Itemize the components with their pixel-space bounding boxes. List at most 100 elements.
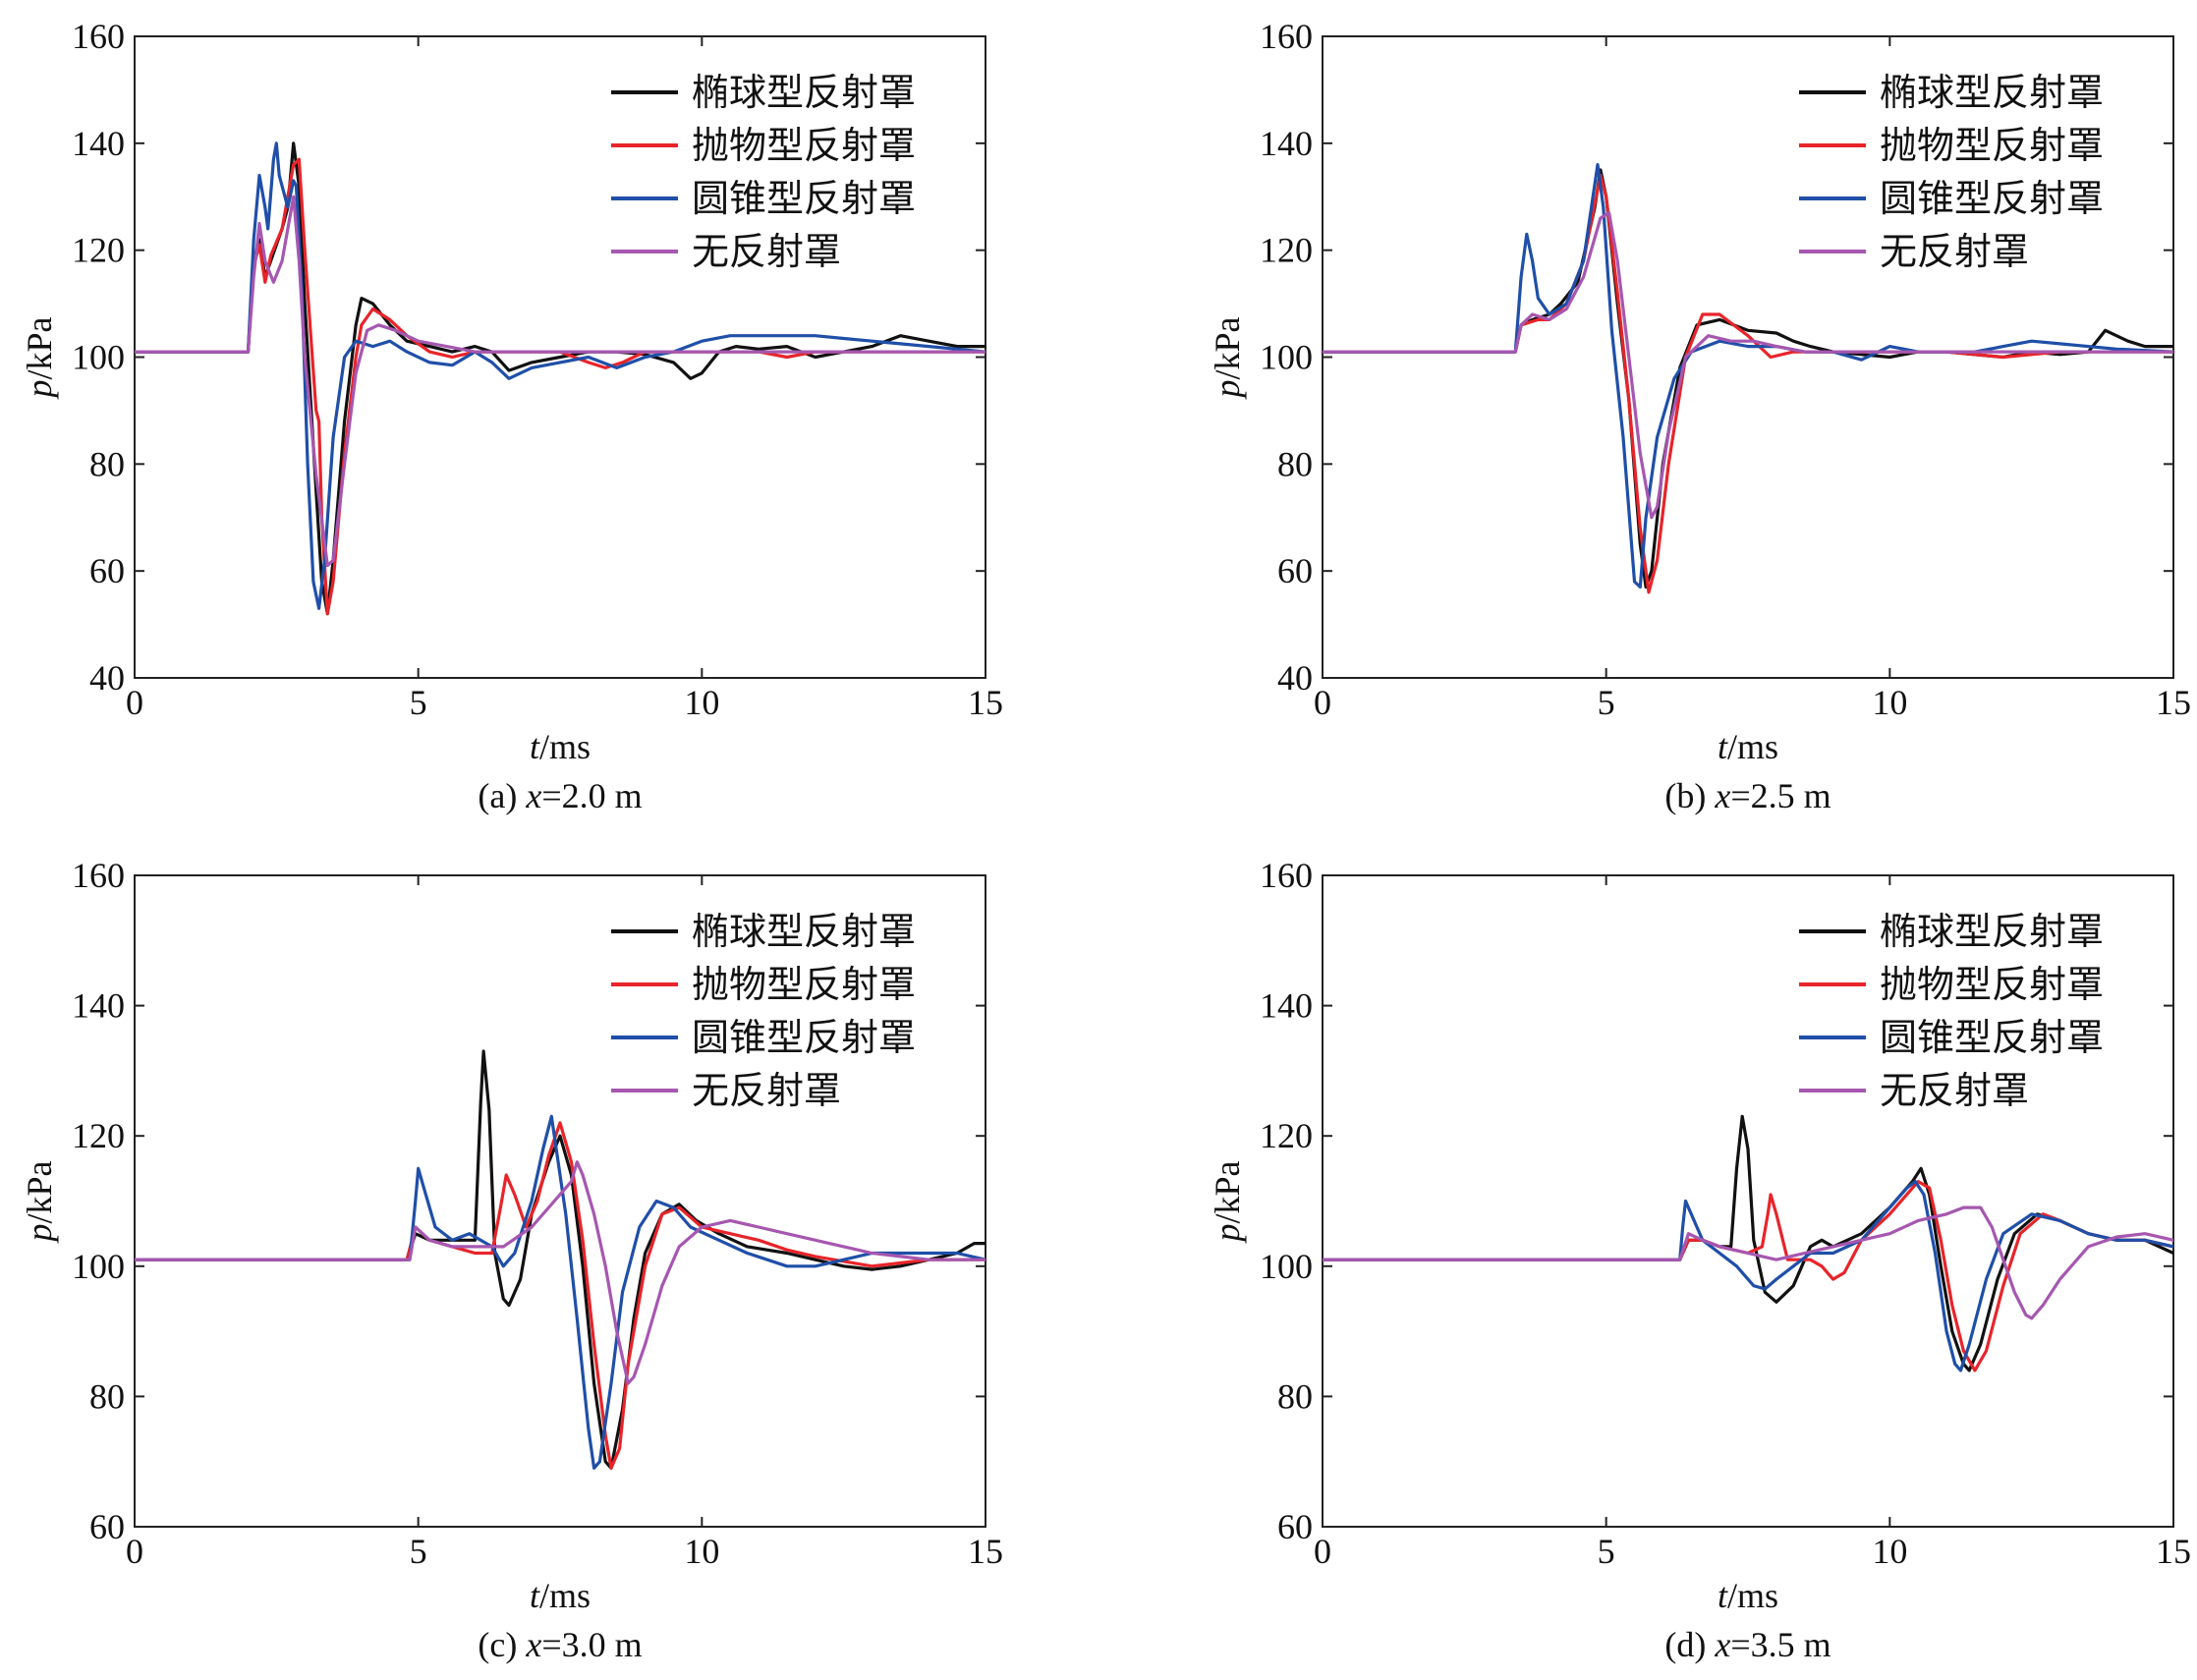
chart-a-series-line-3 — [135, 141, 986, 610]
chart-d-x-axis-unit: /ms — [1727, 1576, 1778, 1615]
chart-b-x-tick-label: 5 — [1598, 683, 1615, 722]
chart-d-plot-frame — [1322, 874, 2174, 1528]
chart-b-x-tick-label: 0 — [1314, 683, 1331, 722]
chart-b-x-tick-label: 15 — [2156, 683, 2191, 722]
chart-a-x-tick-label: 5 — [410, 683, 427, 722]
chart-d-x-tick-label: 10 — [1872, 1532, 1907, 1571]
chart-b-y-tick-label: 100 — [1260, 338, 1313, 377]
chart-c-x-axis-label: t/ms — [530, 1576, 591, 1615]
chart-a-y-tick-label: 140 — [72, 124, 125, 163]
chart-d-y-tick-label: 60 — [1277, 1507, 1313, 1546]
chart-d-series-group — [1323, 1114, 2173, 1372]
chart-c-series-line-1 — [135, 1049, 986, 1470]
chart-b-caption-prefix: (b) — [1664, 776, 1715, 815]
chart-c-legend-label-4: 无反射罩 — [692, 1069, 841, 1112]
chart-d-y-tick-label: 100 — [1260, 1247, 1313, 1286]
chart-c-caption-suffix: =3.0 m — [541, 1625, 642, 1664]
chart-c-y-tick-label: 140 — [72, 986, 125, 1026]
chart-b-legend-label-1: 椭球型反射罩 — [1880, 71, 2104, 114]
chart-a-y-axis-var: p — [20, 380, 59, 401]
chart-a-caption-prefix: (a) — [478, 776, 526, 815]
chart-a-legend-label-4: 无反射罩 — [692, 230, 841, 273]
chart-c-series-line-2 — [135, 1121, 986, 1470]
chart-b-caption-var: x — [1714, 776, 1730, 815]
chart-a-legend-label-1: 椭球型反射罩 — [692, 71, 916, 114]
chart-a-y-tick-label: 80 — [89, 444, 125, 483]
chart-c-series-group — [135, 1049, 986, 1470]
chart-c-series-line-3 — [135, 1114, 986, 1470]
chart-d-x-tick-label: 0 — [1314, 1532, 1331, 1571]
chart-a-y-tick-label: 40 — [89, 658, 125, 698]
chart-b-x-axis-unit: /ms — [1727, 727, 1778, 766]
chart-a-legend-label-3: 圆锥型反射罩 — [692, 177, 916, 220]
chart-c-x-tick-label: 10 — [684, 1532, 719, 1571]
chart-d-x-tick-label: 5 — [1598, 1532, 1615, 1571]
chart-b-caption: (b) x=2.5 m — [1664, 776, 1831, 815]
chart-a-x-axis-var: t — [530, 727, 540, 766]
chart-a-legend-label-2: 抛物型反射罩 — [692, 124, 916, 167]
chart-d-y-tick-label: 80 — [1277, 1376, 1313, 1416]
chart-d-series-line-4 — [1323, 1205, 2173, 1320]
chart-b-y-tick-label: 40 — [1277, 658, 1313, 698]
chart-c-x-axis-unit: /ms — [539, 1576, 591, 1615]
chart-b-series-line-1 — [1323, 168, 2173, 589]
chart-d-y-tick-label: 160 — [1260, 856, 1313, 895]
chart-c-y-axis-label: p/kPa — [20, 1160, 59, 1244]
chart-a-x-axis-label: t/ms — [530, 727, 591, 766]
chart-b-y-axis-label: p/kPa — [1208, 316, 1247, 400]
chart-c-x-tick-label: 0 — [126, 1532, 143, 1571]
chart-a-y-tick-label: 60 — [89, 551, 125, 590]
chart-c-plot-frame — [134, 874, 986, 1528]
chart-a-y-tick-label: 120 — [72, 231, 125, 270]
chart-c-legend-label-2: 抛物型反射罩 — [692, 963, 916, 1006]
chart-b-legend-label-2: 抛物型反射罩 — [1880, 124, 2104, 167]
chart-a-caption: (a) x=2.0 m — [478, 776, 642, 815]
chart-a-caption-var: x — [525, 776, 541, 815]
chart-d-y-axis-var: p — [1208, 1224, 1247, 1245]
chart-a-x-tick-label: 10 — [684, 683, 719, 722]
chart-d-caption-suffix: =3.5 m — [1730, 1625, 1831, 1664]
chart-d-caption-prefix: (d) — [1664, 1625, 1715, 1664]
chart-c-x-axis-var: t — [530, 1576, 540, 1615]
chart-a-x-tick-label: 15 — [968, 683, 1003, 722]
chart-a-series-line-4 — [135, 195, 986, 568]
chart-a-y-axis-unit: /kPa — [20, 316, 59, 379]
chart-c-series-line-4 — [135, 1160, 986, 1385]
chart-c-legend-label-1: 椭球型反射罩 — [692, 910, 916, 953]
chart-b-x-axis-var: t — [1718, 727, 1728, 766]
chart-b-y-tick-label: 80 — [1277, 444, 1313, 483]
chart-d-x-axis-var: t — [1718, 1576, 1728, 1615]
chart-d-x-axis-label: t/ms — [1718, 1576, 1778, 1615]
chart-b-x-tick-label: 10 — [1872, 683, 1907, 722]
chart-d-x-tick-label: 15 — [2156, 1532, 2191, 1571]
chart-a-x-axis-unit: /ms — [539, 727, 591, 766]
chart-a-y-tick-label: 100 — [72, 338, 125, 377]
chart-a-x-tick-label: 0 — [126, 683, 143, 722]
chart-d-y-tick-label: 120 — [1260, 1116, 1313, 1155]
chart-b-x-axis-label: t/ms — [1718, 727, 1778, 766]
chart-a-caption-suffix: =2.0 m — [541, 776, 642, 815]
chart-d-series-line-2 — [1323, 1180, 2173, 1372]
chart-d-caption-var: x — [1714, 1625, 1730, 1664]
chart-c-y-axis-var: p — [20, 1224, 59, 1245]
chart-c-y-tick-label: 60 — [89, 1507, 125, 1546]
chart-d-legend-label-4: 无反射罩 — [1880, 1069, 2029, 1112]
chart-b-legend-label-3: 圆锥型反射罩 — [1880, 177, 2104, 220]
chart-d-y-axis-unit: /kPa — [1208, 1160, 1247, 1223]
chart-b-y-axis-var: p — [1208, 380, 1247, 401]
chart-a-y-axis-label: p/kPa — [20, 316, 59, 400]
chart-c-y-tick-label: 100 — [72, 1247, 125, 1286]
chart-d-legend-label-2: 抛物型反射罩 — [1880, 963, 2104, 1006]
chart-c-y-tick-label: 120 — [72, 1116, 125, 1155]
chart-panel-b: 0 5 10 15 40 60 80 100 120 140 160 t/ms p/kPa (b) x=2… — [1208, 17, 2191, 815]
chart-b-series-line-2 — [1323, 173, 2173, 594]
chart-b-y-tick-label: 160 — [1260, 17, 1313, 56]
chart-c-caption-var: x — [525, 1625, 541, 1664]
chart-d-series-line-3 — [1323, 1180, 2173, 1372]
chart-b-caption-suffix: =2.5 m — [1730, 776, 1831, 815]
chart-c-legend-label-3: 圆锥型反射罩 — [692, 1016, 916, 1059]
chart-c-y-tick-label: 80 — [89, 1376, 125, 1416]
chart-b-y-tick-label: 120 — [1260, 231, 1313, 270]
chart-b-series-group — [1323, 163, 2173, 594]
